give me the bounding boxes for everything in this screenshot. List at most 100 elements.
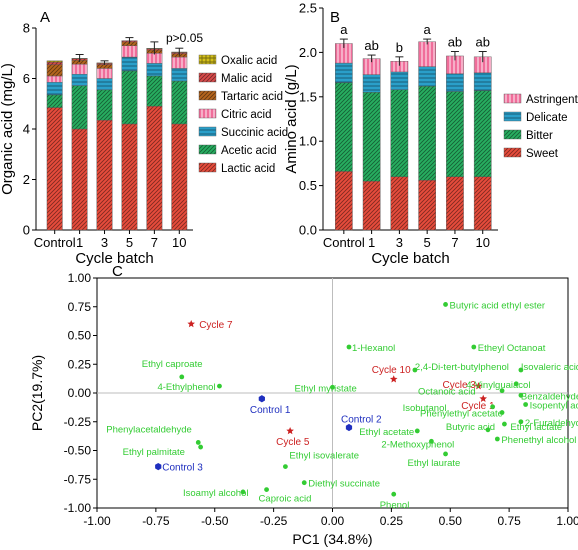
point-marker xyxy=(391,491,397,497)
point-marker xyxy=(490,404,496,410)
point-label: Ethyl laurate xyxy=(408,458,461,469)
bar-segment xyxy=(146,106,163,231)
significance-label: a xyxy=(340,22,348,37)
bar-segment xyxy=(121,45,138,58)
bar-segment xyxy=(446,91,464,177)
point-label: Ethyl palmitate xyxy=(123,447,185,458)
bar-segment xyxy=(335,171,353,231)
point-marker xyxy=(187,320,195,328)
point-label: Benzaldehyde xyxy=(521,391,578,402)
bar-segment xyxy=(146,53,163,64)
bar-segment xyxy=(46,107,63,231)
point-marker xyxy=(502,421,507,427)
x-tick-label: 1 xyxy=(76,235,83,250)
point-marker xyxy=(494,436,500,442)
point-marker xyxy=(389,375,398,383)
point-marker xyxy=(345,423,353,432)
legend-label: Citric acid xyxy=(221,109,271,121)
legend-label: Succinic acid xyxy=(221,127,288,139)
point-marker xyxy=(414,428,420,434)
point-marker xyxy=(471,344,477,350)
point-marker xyxy=(499,388,505,394)
point-marker xyxy=(499,410,505,415)
point-label: Butyric acid xyxy=(446,422,495,433)
bar-segment xyxy=(46,82,63,96)
bar-segment xyxy=(418,180,436,231)
point-label: Ethyl myristate xyxy=(295,383,357,394)
legend-swatch xyxy=(503,111,522,122)
point-label: Octanoic acid xyxy=(418,387,476,398)
point-label: Ethyl isovalerate xyxy=(289,451,359,462)
bar-segment xyxy=(96,78,113,91)
legend-label: Tartaric acid xyxy=(221,91,283,103)
bar-segment xyxy=(418,85,436,181)
point-marker xyxy=(330,384,335,390)
point-label: Phenol xyxy=(380,500,410,511)
point-marker xyxy=(479,394,488,402)
y-tick-label: 0.0 xyxy=(299,223,317,238)
bar-segment xyxy=(46,61,63,65)
bar-segment xyxy=(171,80,188,125)
point-marker xyxy=(518,367,524,373)
x-tick-label: -1.00 xyxy=(83,514,111,528)
bar-segment xyxy=(121,70,138,125)
significance-label: ab xyxy=(475,35,489,50)
x-tick-label: 0.00 xyxy=(321,514,345,528)
significance-label: ab xyxy=(364,38,378,53)
x-tick-label: 1.00 xyxy=(556,514,578,528)
y-tick-label: -1.00 xyxy=(64,501,92,515)
bar-segment xyxy=(390,176,409,231)
point-label: Phenylacetaldehyde xyxy=(106,424,192,435)
point-label: 1-Hexanol xyxy=(352,343,395,354)
bar-segment xyxy=(362,180,381,231)
y-tick-label: 6 xyxy=(23,71,30,86)
x-tick-label: 5 xyxy=(126,235,133,250)
y-tick-label: 0.50 xyxy=(68,329,92,343)
point-label: Cycle 1 xyxy=(461,401,495,412)
bar-segment xyxy=(46,64,63,77)
legend-label: Bitter xyxy=(526,130,553,142)
point-label: Isovaleric acid xyxy=(521,362,578,373)
point-label: Butyric acid ethyl ester xyxy=(450,300,546,311)
legend-swatch xyxy=(198,72,217,83)
x-tick-label: 3 xyxy=(101,235,108,250)
point-label: Diethyl succinate xyxy=(308,479,380,490)
point-label: 2-Methoxyphenol xyxy=(381,439,454,450)
chart-a: 0 2 4 6 8 Control 1 3 5 7 10 Cycle batch Organic aci… xyxy=(0,9,288,267)
panel-label: B xyxy=(330,9,340,26)
point-marker xyxy=(240,489,246,495)
x-tick-label: 0.75 xyxy=(497,514,521,528)
bar-segment xyxy=(146,75,163,107)
significance-label: a xyxy=(424,22,432,37)
point-label: Cycle 7 xyxy=(199,320,233,331)
x-tick-label: 5 xyxy=(424,235,431,250)
y-tick-label: 0.75 xyxy=(68,300,92,314)
x-tick-label: -0.75 xyxy=(142,514,170,528)
legend-swatch xyxy=(198,108,217,119)
point-label: Caproic acid xyxy=(259,494,312,505)
point-marker xyxy=(286,426,294,435)
point-label: Etheyl Octanoat xyxy=(478,343,546,354)
legend-swatch xyxy=(198,144,217,155)
y-tick-label: -0.50 xyxy=(64,444,92,458)
y-tick-label: 2.5 xyxy=(299,1,317,16)
point-marker xyxy=(429,438,434,444)
y-tick-label: 4 xyxy=(23,122,30,137)
point-marker xyxy=(518,392,524,398)
point-label: Phenethyl alcohol xyxy=(501,435,576,446)
point-label: 4-Vinylguaiacol xyxy=(466,380,530,391)
bar-segment xyxy=(121,56,138,72)
y-tick-label: 8 xyxy=(23,21,30,36)
legend-swatch xyxy=(198,126,217,137)
x-tick-label: 10 xyxy=(475,235,489,250)
x-axis-label: Cycle batch xyxy=(371,250,449,267)
point-label: Control 1 xyxy=(250,405,291,416)
bar-segment xyxy=(171,123,188,231)
legend-label: Acetic acid xyxy=(221,145,277,157)
point-label: 2,4-Di-tert-butylphenol xyxy=(415,362,509,373)
bar-segment xyxy=(46,75,63,83)
point-label: Control 3 xyxy=(162,463,203,474)
x-tick-label: Control xyxy=(34,235,76,250)
bar-segment xyxy=(171,56,188,69)
